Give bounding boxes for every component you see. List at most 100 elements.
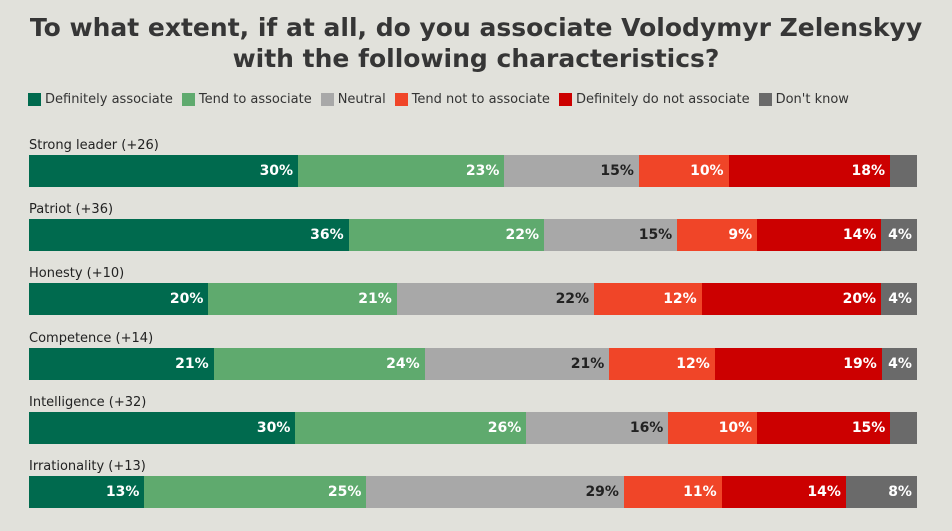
- legend: Definitely associate Tend to associate Neu…: [28, 92, 948, 107]
- bar-segment: 21%: [424, 347, 610, 380]
- stacked-bar: 20% 21% 22% 12% 20% 4%: [29, 283, 917, 316]
- bar-segment: 14%: [721, 476, 846, 508]
- legend-label: Definitely associate: [45, 92, 173, 107]
- data-label: 29%: [585, 484, 619, 500]
- legend-item: Don't know: [758, 92, 849, 107]
- legend-label: Tend not to associate: [411, 92, 550, 107]
- data-label: 19%: [843, 355, 877, 372]
- data-label: 4%: [888, 355, 912, 372]
- bar-segment: 11%: [623, 476, 722, 508]
- legend-swatch: [394, 93, 408, 106]
- data-label: 13%: [105, 484, 140, 500]
- bar-segment: 14%: [757, 219, 882, 252]
- row-label: Patriot (+36): [29, 202, 114, 218]
- bar-segment: 22%: [348, 219, 545, 252]
- bar-segment: 19%: [714, 347, 882, 380]
- data-label: 22%: [505, 227, 540, 244]
- data-label: 21%: [358, 291, 392, 308]
- bar-segment: 15%: [757, 411, 891, 444]
- data-label: 12%: [663, 291, 697, 308]
- bar-segment: 21%: [29, 347, 214, 380]
- row-label: Competence (+14): [29, 330, 154, 346]
- data-label: 22%: [555, 291, 590, 308]
- data-label: 4%: [888, 227, 912, 244]
- legend-label: Don't know: [775, 92, 849, 107]
- legend-swatch: [758, 93, 772, 106]
- bar-segment: 4%: [881, 283, 917, 316]
- row-label: Strong leader (+26): [29, 138, 159, 153]
- legend-swatch: [28, 93, 41, 106]
- data-label: 26%: [487, 419, 522, 436]
- data-label: 4%: [888, 291, 912, 308]
- data-label: 10%: [718, 419, 753, 436]
- bar-segment: 16%: [526, 411, 669, 444]
- data-label: 15%: [638, 227, 673, 244]
- legend-item: Tend to associate: [181, 92, 312, 107]
- bar-segment: 8%: [845, 476, 917, 508]
- data-label: 20%: [169, 291, 204, 308]
- bar-segment: 20%: [701, 283, 882, 316]
- row-label: Honesty (+10): [29, 266, 125, 282]
- bar-segment: [890, 155, 917, 187]
- legend-label: Neutral: [337, 92, 386, 107]
- data-label: 14%: [807, 484, 841, 500]
- bar-segment: 15%: [544, 219, 678, 252]
- legend-swatch: [181, 93, 195, 106]
- stacked-bar: 30% 23% 15% 10% 18%: [29, 155, 917, 187]
- chart-title: To what extent, if at all, do you associ…: [29, 13, 923, 73]
- data-label: 8%: [888, 484, 912, 500]
- data-label: 15%: [600, 163, 634, 179]
- bar-segment: 12%: [594, 283, 702, 316]
- data-label: 30%: [259, 163, 294, 179]
- bar-segment: 12%: [609, 347, 715, 380]
- bar-segment: 10%: [638, 155, 729, 187]
- stacked-bar: 21% 24% 21% 12% 19% 4%: [29, 347, 917, 380]
- bar-segment: 18%: [728, 155, 891, 187]
- data-label: 11%: [683, 484, 717, 500]
- bar-segment: 30%: [29, 411, 296, 444]
- data-label: 24%: [386, 355, 420, 372]
- data-label: 36%: [310, 227, 344, 244]
- stacked-bar: 30% 26% 16% 10% 15%: [29, 411, 917, 444]
- data-label: 10%: [690, 163, 724, 179]
- data-label: 23%: [465, 163, 500, 179]
- bar-segment: 23%: [298, 155, 505, 187]
- data-label: 25%: [327, 484, 362, 500]
- data-label: 18%: [851, 163, 886, 179]
- bar-segment: 15%: [504, 155, 639, 187]
- data-label: 9%: [728, 227, 753, 244]
- data-label: 21%: [175, 355, 209, 372]
- bar-segment: 21%: [208, 283, 397, 316]
- row-label: Intelligence (+32): [29, 394, 147, 410]
- bar-segment: 25%: [144, 476, 367, 508]
- stacked-bar: 13% 25% 29% 11% 14% 8%: [29, 476, 917, 508]
- bar-segment: 22%: [396, 283, 595, 316]
- bar-segment: [890, 411, 917, 444]
- data-label: 14%: [842, 227, 877, 244]
- legend-label: Tend to associate: [198, 92, 312, 107]
- legend-label: Definitely do not associate: [575, 92, 750, 107]
- legend-item: Tend not to associate: [394, 92, 550, 107]
- legend-item: Definitely associate: [28, 92, 173, 107]
- bar-segment: 36%: [29, 219, 349, 252]
- data-label: 16%: [629, 419, 664, 436]
- data-label: 21%: [570, 355, 605, 372]
- data-label: 30%: [256, 419, 291, 436]
- row-label: Irrationality (+13): [29, 459, 146, 474]
- legend-item: Neutral: [320, 92, 386, 107]
- bar-segment: 4%: [881, 219, 917, 252]
- data-label: 12%: [676, 355, 710, 372]
- bar-segment: 10%: [668, 411, 758, 444]
- bar-segment: 13%: [29, 476, 145, 508]
- bar-segment: 26%: [295, 411, 527, 444]
- bar-segment: 24%: [213, 347, 425, 380]
- data-label: 15%: [851, 419, 886, 436]
- bar-segment: 9%: [677, 219, 758, 252]
- bar-segment: 4%: [881, 347, 917, 380]
- legend-item: Definitely do not associate: [558, 92, 750, 107]
- legend-swatch: [320, 93, 334, 106]
- bar-segment: 29%: [366, 476, 624, 508]
- bar-segment: 20%: [29, 283, 209, 316]
- data-label: 20%: [842, 291, 877, 308]
